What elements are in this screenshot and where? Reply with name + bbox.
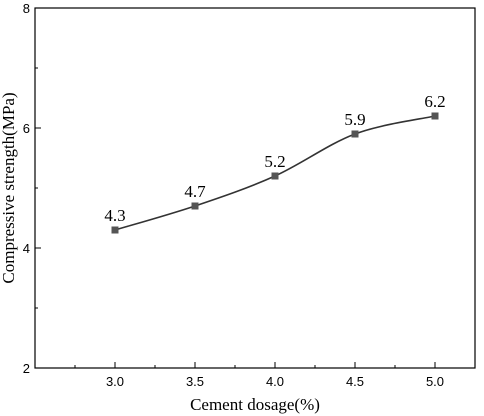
y-axis-title: Compressive strength(MPa) [0,92,18,283]
data-point [351,130,359,138]
x-tick-label: 4.5 [346,374,364,389]
y-tick-label: 8 [23,1,30,16]
x-axis-title: Cement dosage(%) [190,395,320,414]
data-point [111,226,119,234]
plot-frame [34,7,476,369]
data-label: 4.7 [184,182,206,201]
x-tick-label: 3.5 [186,374,204,389]
x-tick-label: 5.0 [426,374,444,389]
data-label: 5.9 [344,110,365,129]
data-point [191,202,199,210]
tick-labels: 3.0 3.5 4.0 4.5 5.0 2 4 6 8 [23,1,444,389]
data-label: 4.3 [104,206,125,225]
x-tick-label: 3.0 [106,374,124,389]
data-labels: 4.3 4.7 5.2 5.9 6.2 [104,92,445,225]
data-markers [111,112,439,234]
axis-ticks [35,7,436,369]
data-label: 5.2 [264,152,285,171]
data-label: 6.2 [424,92,445,111]
y-tick-label: 2 [23,361,30,376]
y-tick-label: 6 [23,121,30,136]
x-tick-label: 4.0 [266,374,284,389]
y-tick-label: 4 [23,241,30,256]
data-point [431,112,439,120]
data-point [271,172,279,180]
